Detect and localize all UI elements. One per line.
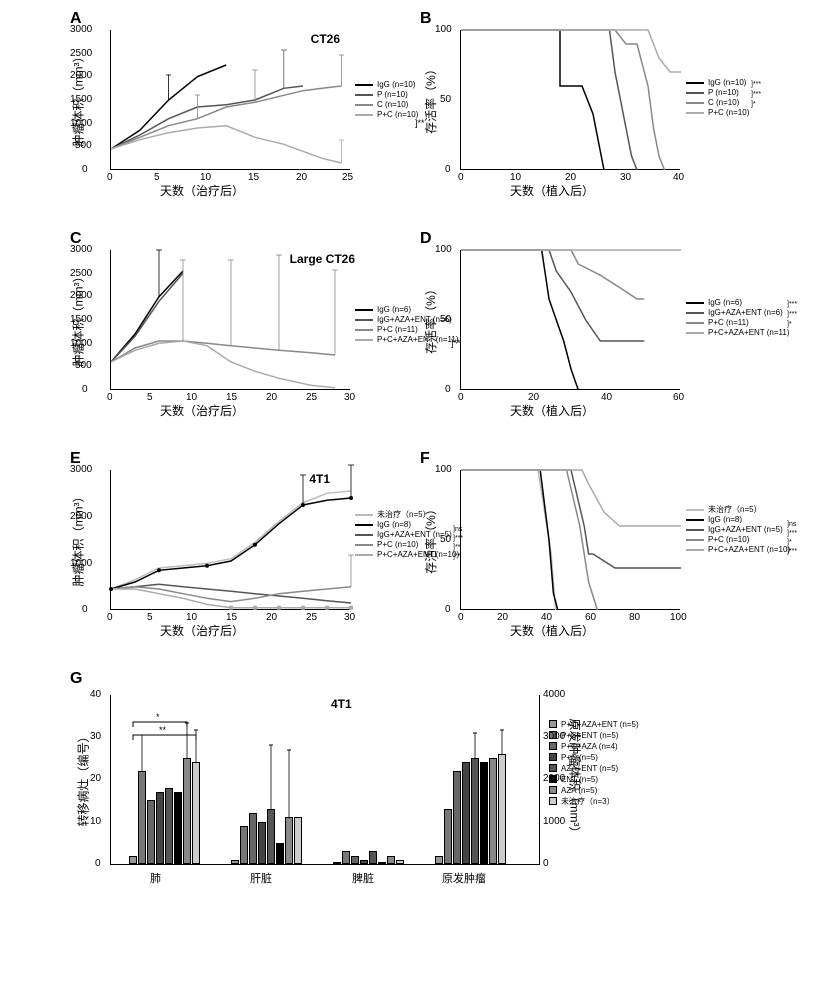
- chart-g-xlabel-3: 脾脏: [352, 870, 374, 886]
- chart-e-ylabel: 肿瘤体积（mm³）: [70, 491, 87, 587]
- chart-b-ylabel: 存活率（%）: [422, 63, 439, 134]
- chart-e: 4T1 未治疗（n=5） IgG (n=8) IgG+AZA+ENT (n=5)…: [110, 470, 350, 610]
- chart-c-lines: [111, 250, 351, 390]
- chart-e-lines: [111, 470, 351, 610]
- chart-g: 4T1 ** * P+C+AZA+E: [110, 695, 540, 865]
- panel-label-d: D: [420, 230, 432, 248]
- chart-b-xlabel: 天数（植入后）: [510, 182, 594, 199]
- chart-d-lines: [461, 250, 681, 390]
- chart-e-title: 4T1: [309, 472, 330, 486]
- chart-a-title: CT26: [311, 32, 340, 46]
- chart-f: 未治疗（n=5） IgG (n=8) IgG+AZA+ENT (n=5) P+C…: [460, 470, 680, 610]
- chart-a: CT26 IgG (n=10) P (n=10) C (n=10) P+C (n…: [110, 30, 350, 170]
- chart-a-xlabel: 天数（治疗后）: [160, 182, 244, 199]
- chart-f-lines: [461, 470, 681, 610]
- svg-text:**: **: [159, 725, 167, 735]
- chart-c-xlabel: 天数（治疗后）: [160, 402, 244, 419]
- chart-g-xlabel-4: 原发肿瘤: [442, 870, 486, 886]
- panel-label-f: F: [420, 450, 430, 468]
- svg-text:*: *: [156, 712, 160, 722]
- chart-g-xlabel-1: 肺: [150, 870, 161, 886]
- chart-a-lines: [111, 30, 351, 170]
- panel-label-g: G: [70, 670, 82, 688]
- chart-f-sig: ]ns]*** ]*]***: [787, 520, 797, 556]
- panel-label-b: B: [420, 10, 432, 28]
- chart-g-ylabel-left: 转移病灶（编号）: [75, 730, 92, 826]
- chart-b-lines: [461, 30, 681, 170]
- chart-g-xlabel-2: 肝脏: [250, 870, 272, 886]
- chart-d-sig: ]***]*** ]*: [787, 300, 797, 329]
- chart-f-xlabel: 天数（植入后）: [510, 622, 594, 639]
- chart-d-xlabel: 天数（植入后）: [510, 402, 594, 419]
- chart-e-xlabel: 天数（治疗后）: [160, 622, 244, 639]
- chart-c-title: Large CT26: [290, 252, 355, 266]
- chart-b: IgG (n=10) P (n=10) C (n=10) P+C (n=10) …: [460, 30, 680, 170]
- chart-c: Large CT26 IgG (n=6) IgG+AZA+ENT (n=6) P…: [110, 250, 350, 390]
- chart-b-sig: ]***]*** ]*: [751, 80, 761, 109]
- chart-f-ylabel: 存活率（%）: [422, 503, 439, 574]
- chart-g-ylabel-right: 原发肿瘤体积（mm³）: [567, 719, 584, 839]
- chart-d: IgG (n=6) IgG+AZA+ENT (n=6) P+C (n=11) P…: [460, 250, 680, 390]
- chart-d-ylabel: 存活率（%）: [422, 283, 439, 354]
